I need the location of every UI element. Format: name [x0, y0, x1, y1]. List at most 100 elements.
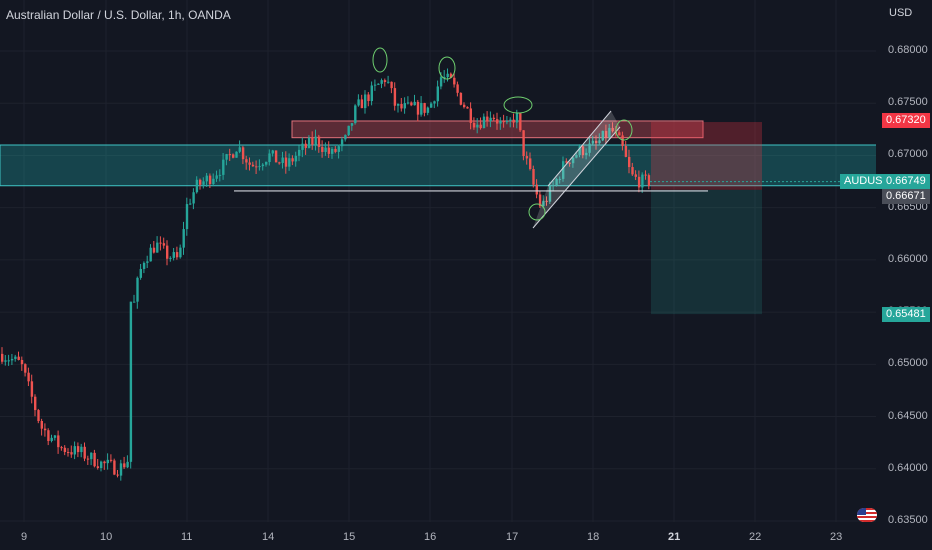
candle-body — [397, 103, 400, 106]
x-tick-label: 14 — [262, 531, 275, 543]
candle-body — [410, 102, 413, 106]
candle-body — [83, 446, 86, 459]
y-tick-label: 0.68000 — [888, 44, 928, 56]
candle-body — [212, 178, 215, 185]
candle-body — [67, 452, 70, 454]
candle-body — [298, 149, 301, 156]
candle-body — [4, 360, 7, 362]
candle-body — [568, 162, 571, 164]
candle-body — [512, 119, 515, 123]
candle-body — [373, 84, 377, 86]
x-tick-label: 21 — [668, 531, 681, 543]
zone-layer — [0, 120, 876, 315]
candle-body — [439, 77, 443, 87]
candle-body — [364, 94, 367, 109]
candle-body — [24, 364, 27, 373]
candle-body — [571, 157, 575, 164]
candle-body — [10, 358, 14, 361]
candle-body — [189, 203, 192, 205]
entry-price-label: 0.66671 — [882, 189, 930, 204]
candle-body — [208, 175, 212, 185]
candle-body — [340, 139, 344, 147]
candle-body — [591, 140, 595, 144]
candle-body — [245, 159, 248, 163]
x-tick-label: 10 — [100, 531, 113, 543]
y-tick-label: 0.67000 — [888, 148, 928, 161]
candle-body — [538, 194, 542, 207]
candle-body — [416, 101, 420, 115]
price-chart[interactable] — [0, 0, 876, 522]
candle-body — [459, 92, 463, 105]
candle-body — [585, 152, 588, 156]
candle-body — [529, 158, 532, 170]
candle-body — [57, 435, 60, 448]
candle-body — [515, 113, 519, 123]
candle-body — [317, 136, 321, 147]
us-flag-icon[interactable] — [857, 508, 877, 522]
candle-body — [505, 121, 509, 123]
candle-body — [502, 120, 505, 123]
candle-body — [644, 174, 647, 176]
candle-body — [90, 452, 93, 460]
candle-body — [281, 157, 284, 163]
candle-body — [156, 242, 159, 253]
candle-body — [103, 461, 106, 464]
candle-body — [641, 174, 644, 188]
rising-channel — [533, 111, 620, 228]
candles-layer — [1, 68, 651, 481]
target-price-label: 0.65481 — [882, 307, 930, 322]
y-tick-label: 0.64000 — [888, 461, 928, 474]
x-tick-label: 17 — [506, 531, 519, 543]
x-tick-label: 15 — [343, 531, 356, 543]
candle-body — [179, 247, 182, 258]
candle-body — [215, 175, 218, 179]
candle-body — [136, 277, 139, 302]
candle-body — [545, 200, 548, 202]
candle-body — [149, 247, 152, 262]
candle-body — [578, 146, 581, 155]
candle-body — [552, 185, 555, 187]
swing-circle — [503, 96, 533, 114]
candle-body — [406, 102, 410, 104]
candle-body — [109, 459, 113, 461]
x-tick-label: 16 — [424, 531, 437, 543]
candle-body — [182, 229, 185, 248]
candle-body — [265, 162, 268, 165]
candle-body — [166, 245, 169, 259]
candle-body — [20, 359, 24, 365]
candle-body — [634, 174, 637, 177]
candle-body — [400, 103, 403, 109]
stop-price-label: 0.67320 — [882, 113, 930, 128]
swing-circle — [372, 47, 388, 73]
candle-body — [548, 185, 552, 202]
candle-body — [60, 447, 63, 449]
candle-body — [525, 156, 529, 159]
candle-body — [172, 252, 175, 258]
candle-body — [637, 176, 641, 188]
candle-body — [337, 146, 340, 152]
candle-body — [50, 437, 53, 441]
x-tick-label: 9 — [21, 531, 28, 543]
candle-body — [175, 252, 179, 258]
candle-body — [70, 452, 73, 455]
grid-lines — [0, 0, 876, 522]
candle-body — [390, 81, 393, 89]
candle-body — [314, 136, 317, 145]
x-tick-label: 23 — [830, 531, 843, 543]
candle-body — [542, 200, 545, 207]
candle-body — [433, 101, 436, 104]
x-tick-label: 18 — [587, 531, 600, 543]
candle-body — [598, 140, 601, 144]
candle-body — [7, 360, 10, 362]
candle-body — [34, 396, 37, 411]
candle-body — [420, 103, 423, 115]
take-profit-area — [651, 189, 762, 315]
candle-body — [360, 99, 364, 109]
candle-body — [588, 143, 591, 153]
x-tick-label: 11 — [181, 531, 193, 543]
candle-body — [334, 148, 337, 152]
candle-body — [565, 161, 568, 163]
candle-body — [472, 122, 476, 128]
candle-body — [347, 125, 350, 136]
